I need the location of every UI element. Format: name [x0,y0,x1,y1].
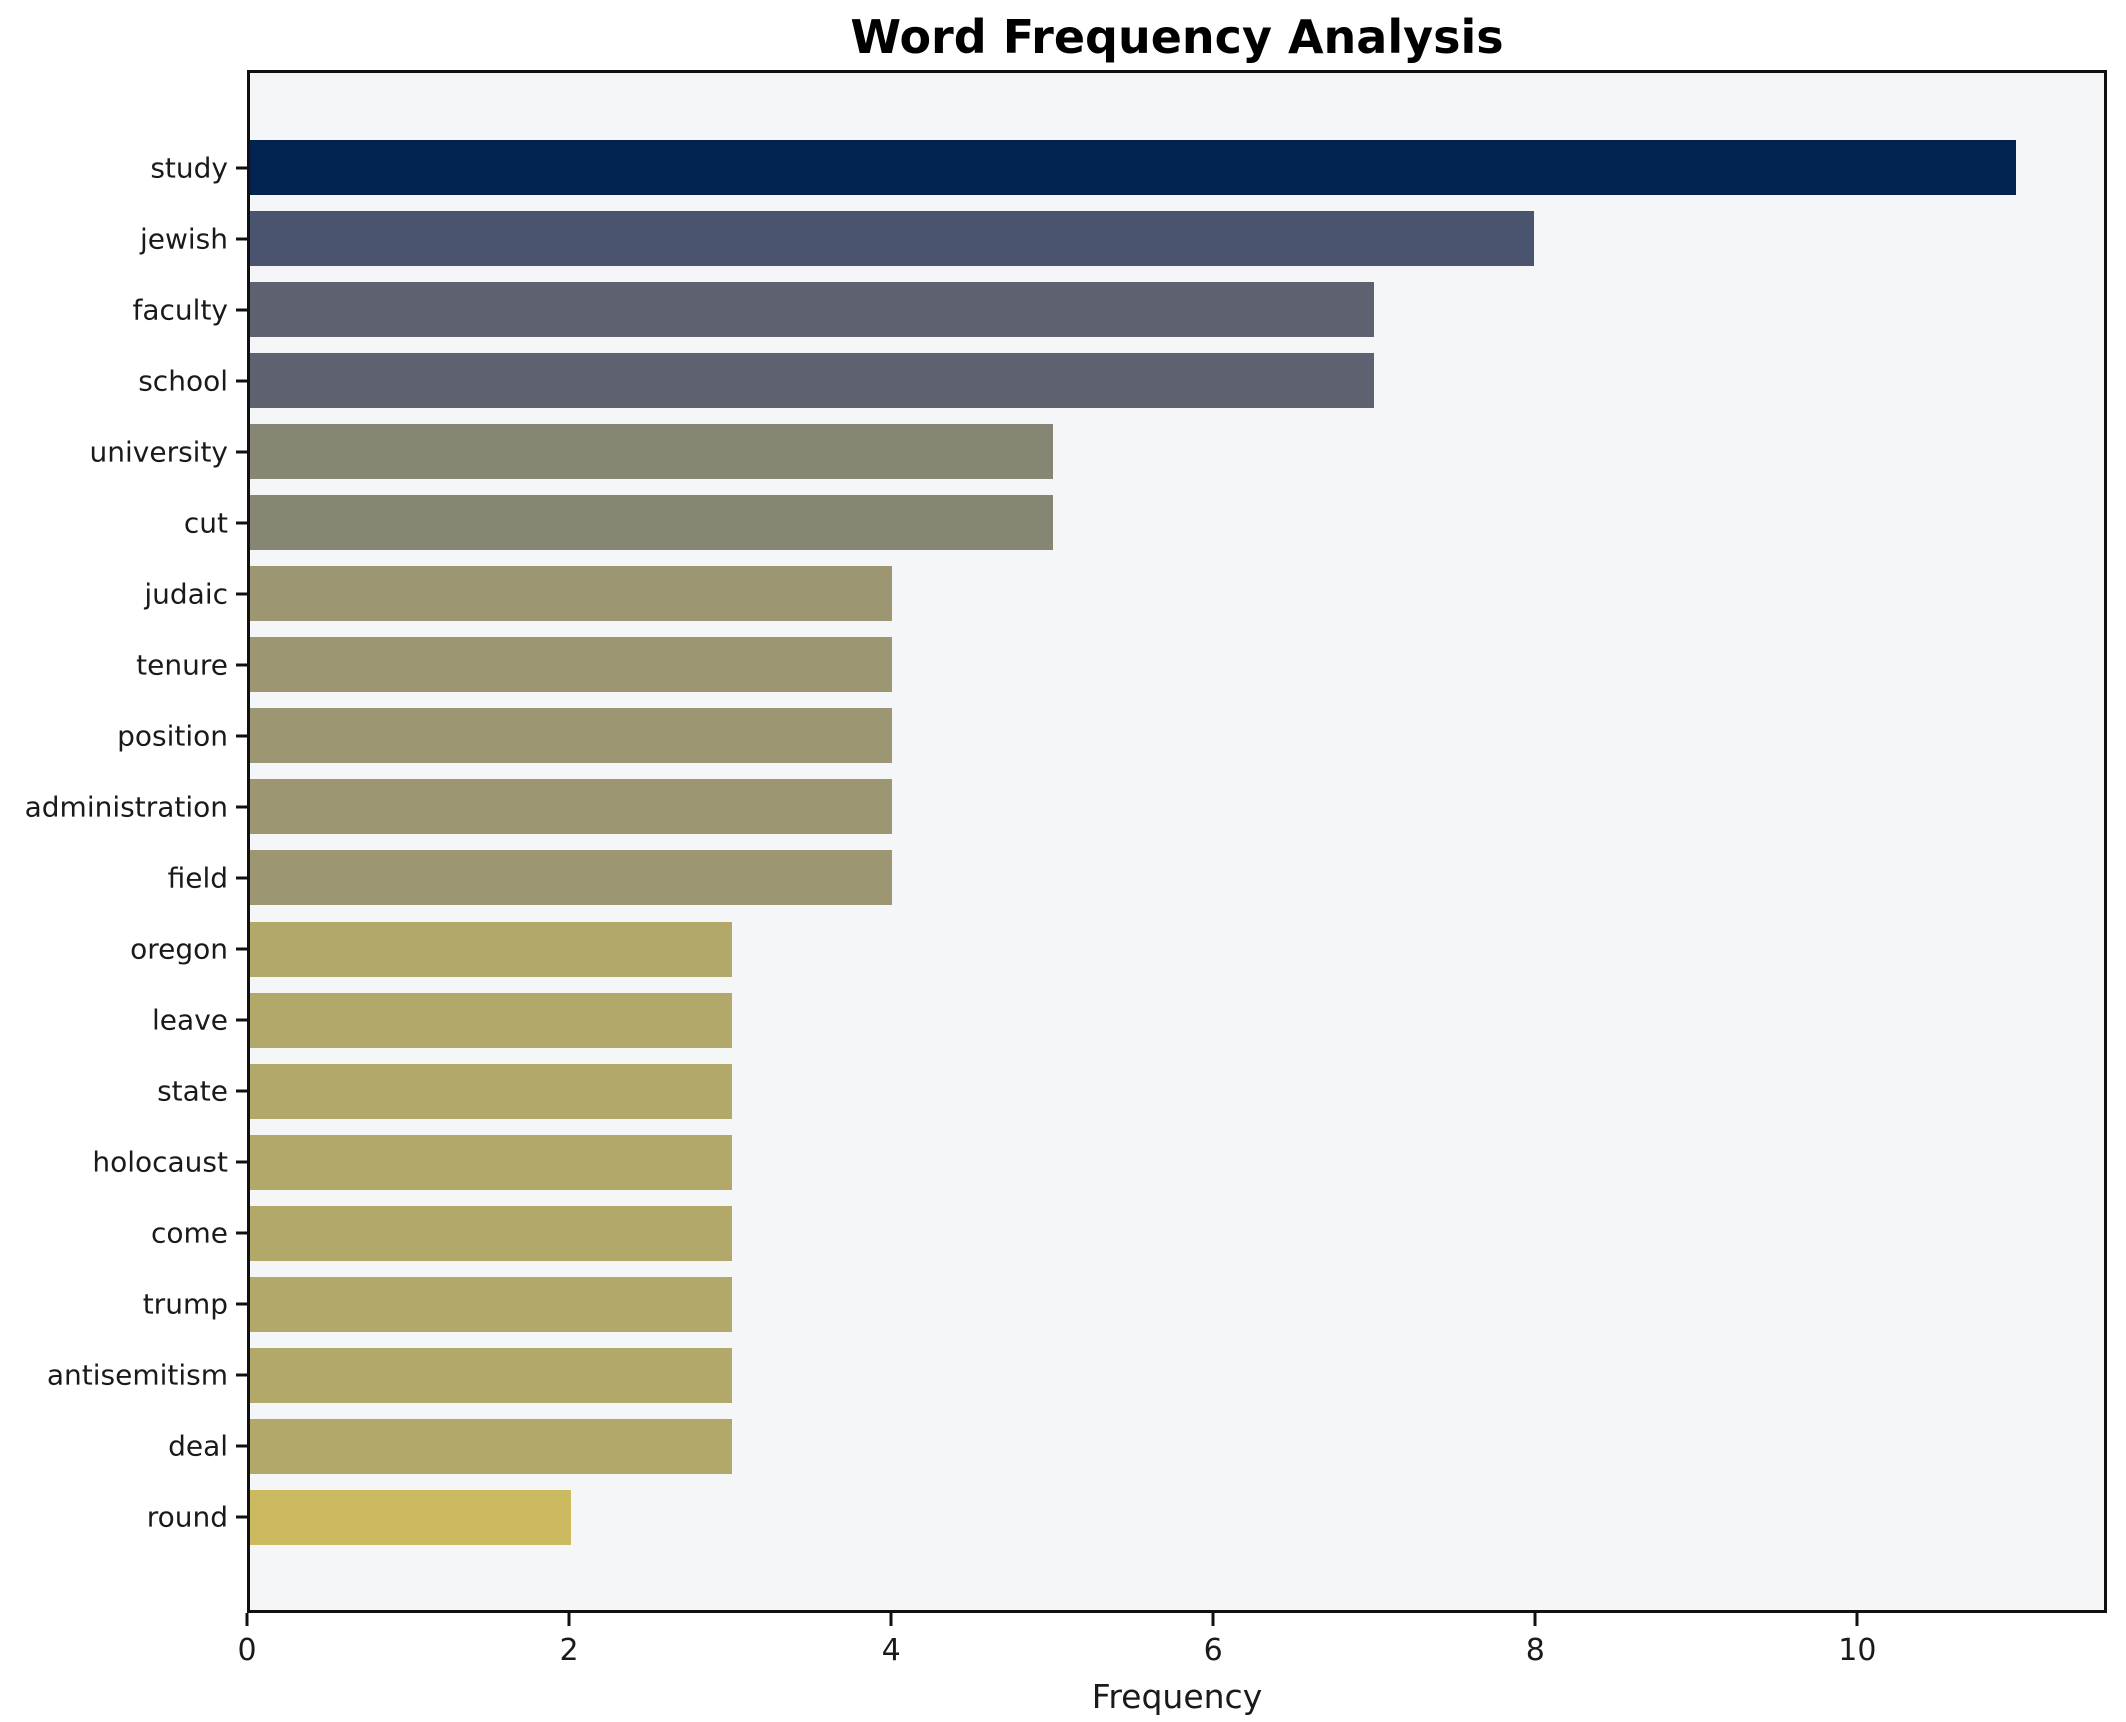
y-axis-label-trump: trump [142,1287,228,1321]
bar-study [250,140,2016,195]
x-axis-title: Frequency [1091,1677,1263,1716]
y-tick-mark [236,237,248,241]
bar-deal [250,1418,732,1474]
bar-cut [250,495,1053,551]
y-tick-mark [236,947,248,951]
bar-row-jewish: jewish [140,203,2104,274]
y-tick-mark [236,379,248,383]
x-axis: Frequency 0 2 4 6 8 10 [237,1613,2107,1722]
bar-row-field: field [168,842,2104,913]
y-axis-label-school: school [138,364,228,398]
bars-container: study jewish faculty school university cut jud… [25,132,2104,1553]
y-axis-label-study: study [150,151,228,184]
bar-administration [250,779,893,835]
y-axis-label-university: university [89,435,229,469]
y-tick-mark [236,166,248,169]
bar-round [250,1489,572,1545]
y-tick-mark [236,805,248,809]
bar-row-oregon: oregon [130,914,2104,985]
bar-tenure [250,637,893,693]
bar-judaic [250,566,893,622]
y-tick-mark [236,1302,248,1306]
bar-row-trump: trump [143,1269,2104,1340]
bar-row-judaic: judaic [144,558,2104,629]
x-tick-label-10: 10 [1838,1633,1877,1668]
y-axis-label-field: field [167,861,228,895]
bar-row-school: school [138,345,2104,416]
bar-row-faculty: faculty [133,274,2104,345]
bar-row-antisemitism: antisemitism [47,1340,2104,1411]
y-tick-mark [236,1373,248,1377]
x-tick-mark-2 [567,1613,571,1626]
y-tick-mark [236,663,248,667]
x-tick-label-0: 0 [237,1633,257,1668]
bar-holocaust [250,1134,732,1190]
bar-antisemitism [250,1347,732,1403]
y-axis-label-state: state [157,1074,228,1108]
bar-field [250,850,893,906]
y-axis-label-oregon: oregon [130,932,228,966]
bar-school [250,353,1374,409]
x-tick-mark-4 [889,1613,893,1626]
y-axis-label-deal: deal [168,1429,228,1463]
y-axis-label-faculty: faculty [132,293,228,327]
y-tick-mark [236,1444,248,1448]
y-tick-mark [236,592,248,596]
bar-row-position: position [117,700,2104,771]
plot-area: study jewish faculty school university cut jud… [25,70,2107,1613]
y-tick-mark [236,876,248,880]
bar-row-study: study [150,132,2104,203]
bar-leave [250,992,732,1048]
bar-row-state: state [157,1056,2104,1127]
bar-row-administration: administration [25,771,2104,842]
bar-row-holocaust: holocaust [92,1127,2104,1198]
x-tick-label-6: 6 [1203,1633,1223,1668]
bar-row-leave: leave [152,985,2104,1056]
bar-state [250,1063,732,1119]
bar-row-come: come [151,1198,2104,1269]
x-tick-label-8: 8 [1525,1633,1545,1668]
bar-row-university: university [90,416,2104,487]
y-tick-mark [236,734,248,738]
x-tick-mark-6 [1211,1613,1215,1626]
y-axis-label-position: position [117,719,228,753]
y-axis-label-administration: administration [24,790,228,824]
bar-faculty [250,282,1374,338]
bar-oregon [250,921,732,977]
y-tick-mark [236,521,248,525]
y-axis-label-leave: leave [152,1003,228,1037]
x-tick-label-4: 4 [881,1633,901,1668]
y-axis-label-jewish: jewish [139,222,228,256]
x-tick-mark-8 [1533,1613,1537,1626]
x-tick-mark-0 [245,1613,249,1626]
chart-title: Word Frequency Analysis [850,10,1504,64]
y-axis-label-holocaust: holocaust [92,1145,228,1179]
y-tick-mark [236,1231,248,1235]
y-axis-label-round: round [146,1500,228,1534]
bar-trump [250,1276,732,1332]
y-tick-mark [236,1089,248,1093]
y-tick-mark [236,308,248,312]
y-axis-label-come: come [150,1216,228,1250]
bar-row-tenure: tenure [136,629,2104,700]
bar-university [250,424,1053,480]
y-axis-label-judaic: judaic [144,577,228,611]
y-tick-mark [236,1018,248,1022]
y-axis-label-antisemitism: antisemitism [46,1358,228,1392]
bar-jewish [250,211,1535,267]
x-tick-mark-10 [1855,1613,1859,1626]
y-tick-mark [236,450,248,454]
y-tick-mark [236,1515,248,1519]
y-tick-mark [236,1160,248,1164]
bar-row-round: round [147,1482,2104,1553]
x-tick-label-2: 2 [559,1633,579,1668]
y-axis-label-cut: cut [183,506,228,540]
bar-row-cut: cut [184,487,2104,558]
bar-position [250,708,893,764]
y-axis-label-tenure: tenure [136,648,228,682]
bar-come [250,1205,732,1261]
bar-row-deal: deal [168,1411,2104,1482]
